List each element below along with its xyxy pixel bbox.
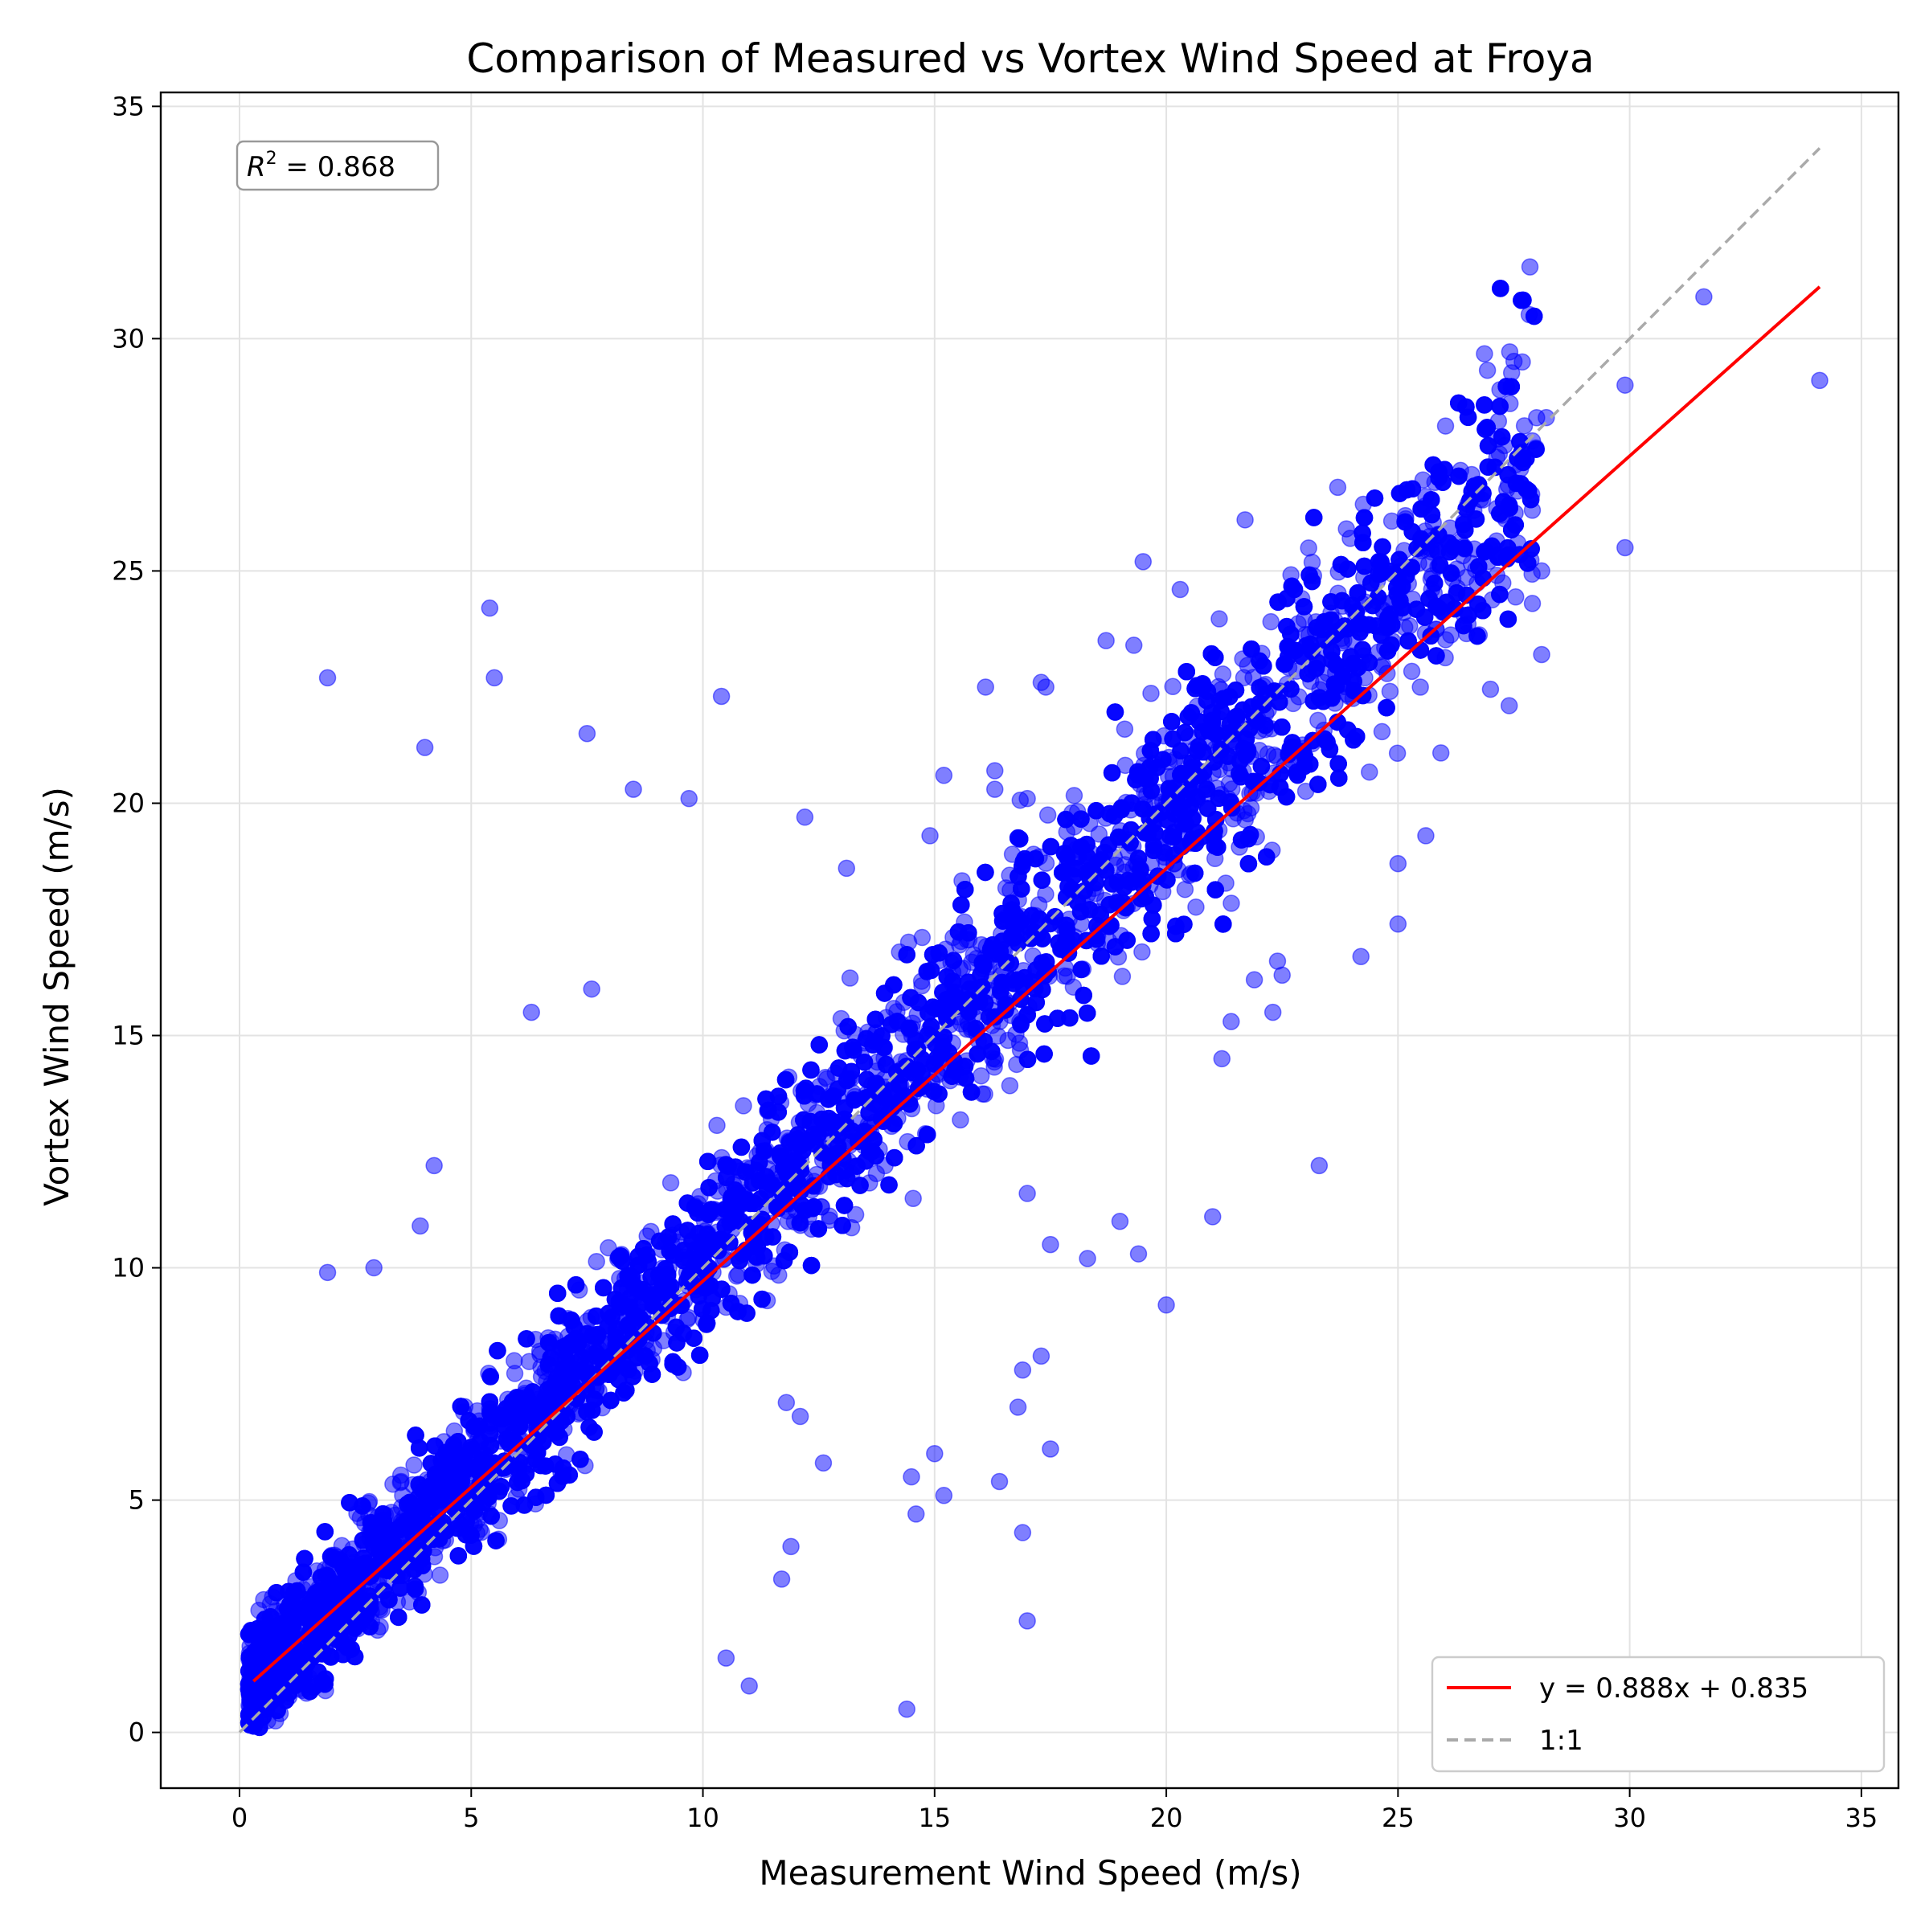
scatter-point bbox=[1374, 723, 1390, 739]
scatter-point bbox=[1412, 679, 1428, 695]
scatter-point bbox=[1188, 899, 1204, 915]
scatter-point bbox=[1211, 611, 1227, 627]
scatter-point bbox=[952, 1112, 969, 1128]
scatter-point bbox=[1243, 800, 1259, 816]
scatter-point bbox=[1476, 346, 1493, 362]
scatter-point bbox=[1040, 807, 1056, 823]
scatter-point bbox=[1114, 968, 1130, 984]
scatter-point bbox=[1116, 721, 1132, 737]
scatter-point bbox=[709, 1117, 725, 1133]
scatter-point bbox=[1223, 895, 1239, 911]
scatter-point bbox=[432, 1567, 448, 1583]
scatter-point bbox=[1517, 418, 1533, 434]
scatter-point bbox=[1458, 570, 1474, 586]
scatter-point bbox=[1404, 663, 1420, 679]
scatter-point bbox=[1522, 259, 1538, 275]
scatter-point bbox=[735, 1098, 752, 1114]
scatter-point bbox=[1165, 678, 1181, 694]
scatter-point bbox=[507, 1365, 523, 1381]
scatter-point bbox=[1433, 745, 1449, 761]
scatter-point bbox=[1506, 354, 1522, 370]
scatter-point bbox=[663, 1175, 679, 1191]
scatter-point bbox=[1480, 362, 1496, 379]
scatter-point bbox=[1001, 1078, 1018, 1094]
scatter-point bbox=[1143, 686, 1159, 702]
scatter-point bbox=[588, 1254, 604, 1270]
scatter-point bbox=[729, 1268, 745, 1284]
scatter-point bbox=[1382, 683, 1398, 699]
scatter-point bbox=[905, 1190, 921, 1206]
scatter-point bbox=[406, 1457, 422, 1473]
scatter-point bbox=[1310, 712, 1326, 728]
scatter-point bbox=[1482, 682, 1498, 698]
scatter-point bbox=[1134, 944, 1150, 960]
scatter-point bbox=[1263, 614, 1279, 630]
scatter-point bbox=[1300, 540, 1317, 556]
scatter-point bbox=[1066, 788, 1082, 804]
scatter-point bbox=[1508, 589, 1524, 605]
scatter-point bbox=[1438, 418, 1454, 434]
scatter-point bbox=[1390, 745, 1406, 761]
scatter-point bbox=[842, 970, 858, 986]
scatter-point bbox=[1362, 764, 1378, 780]
